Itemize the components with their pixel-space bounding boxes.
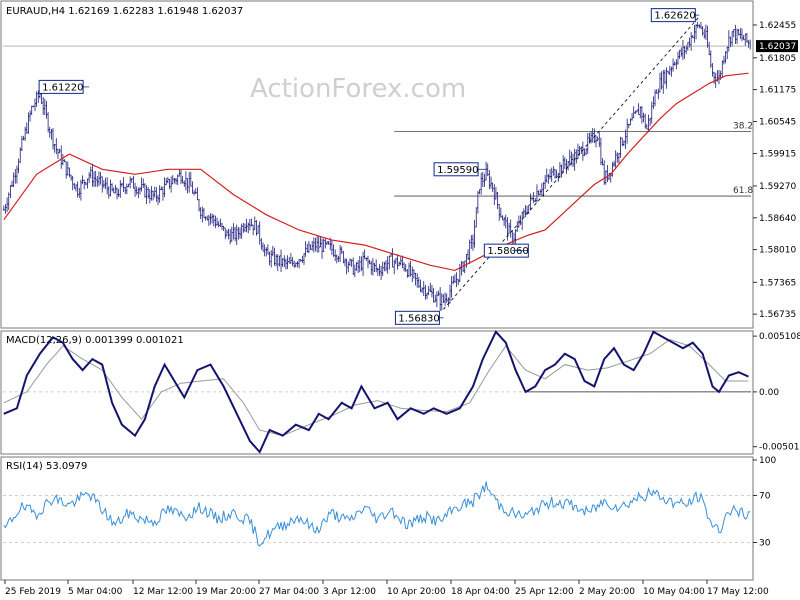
rsi-y-tick-label: 70 xyxy=(759,491,771,501)
rsi-y-tick-label: 30 xyxy=(759,539,771,549)
x-tick-label: 19 Mar 20:00 xyxy=(196,587,256,597)
x-tick-label: 18 Apr 04:00 xyxy=(451,587,510,597)
last-price-label: 1.62037 xyxy=(759,42,796,52)
price-y-tick-label: 1.61805 xyxy=(759,54,796,64)
macd-signal-line xyxy=(3,338,749,437)
price-label: 1.59590 xyxy=(437,165,478,176)
price-label: 1.61220 xyxy=(42,82,83,93)
price-y-tick-label: 1.62455 xyxy=(759,21,796,31)
macd-y-tick-label: 0.005108 xyxy=(759,332,800,342)
x-tick-label: 27 Mar 04:00 xyxy=(259,587,319,597)
price-panel xyxy=(0,0,754,329)
x-tick-label: 10 May 04:00 xyxy=(643,587,705,597)
fib-level-label: 38.2 xyxy=(733,121,753,131)
watermark: ActionForex.com xyxy=(250,74,466,104)
price-y-tick-label: 1.58010 xyxy=(759,246,796,256)
macd-y-tick-label: -0.005019 xyxy=(759,443,800,453)
x-tick-label: 17 May 12:00 xyxy=(707,587,769,597)
fib-level-label: 61.8 xyxy=(733,186,753,196)
price-y-tick-label: 1.58640 xyxy=(759,214,796,224)
price-label: 1.56830 xyxy=(398,313,439,324)
price-y-tick-label: 1.57365 xyxy=(759,278,796,288)
x-tick-label: 2 May 20:00 xyxy=(579,587,635,597)
macd-title: MACD(12,26,9) 0.001399 0.001021 xyxy=(6,335,184,346)
price-y-tick-label: 1.59915 xyxy=(759,149,796,159)
price-label: 1.58060 xyxy=(487,246,528,257)
chart-title: EURAUD,H4 1.62169 1.62283 1.61948 1.6203… xyxy=(6,6,243,17)
x-tick-label: 25 Apr 12:00 xyxy=(515,587,574,597)
moving-average-line xyxy=(3,72,749,272)
rsi-line xyxy=(3,481,751,547)
rsi-title: RSI(14) 53.0979 xyxy=(6,461,87,472)
price-y-tick-label: 1.61175 xyxy=(759,86,796,96)
x-tick-label: 5 Mar 04:00 xyxy=(68,587,123,597)
last-price-box xyxy=(756,40,798,53)
x-tick-label: 25 Feb 2019 xyxy=(5,587,61,597)
trend-line xyxy=(443,16,700,310)
price-label-box xyxy=(483,243,529,258)
x-tick-label: 3 Apr 12:00 xyxy=(323,587,376,597)
x-tick-label: 12 Mar 12:00 xyxy=(133,587,193,597)
price-y-tick-label: 1.60545 xyxy=(759,118,796,128)
rsi-panel xyxy=(0,456,754,581)
price-y-tick-label: 1.56735 xyxy=(759,310,796,320)
macd-panel xyxy=(0,330,754,455)
rsi-y-tick-label: 100 xyxy=(759,456,776,466)
price-y-tick-label: 1.59270 xyxy=(759,182,796,192)
price-label: 1.62620 xyxy=(654,11,695,22)
macd-line xyxy=(3,330,749,454)
x-tick-label: 10 Apr 20:00 xyxy=(387,587,446,597)
macd-y-tick-label: 0.00 xyxy=(759,388,779,398)
